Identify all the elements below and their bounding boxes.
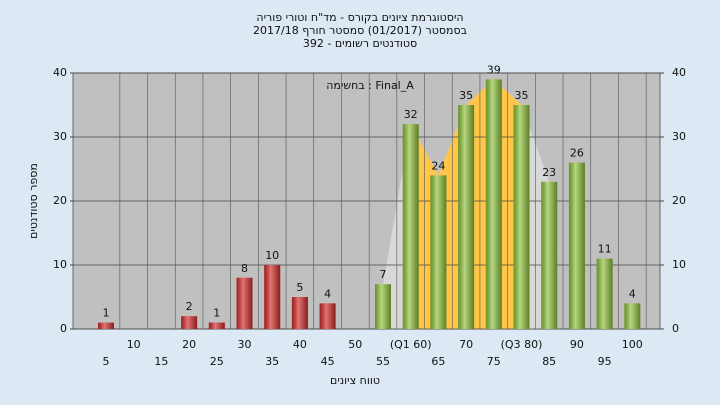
x-axis-label: טווח ציונים: [330, 374, 380, 387]
data-label: 24: [431, 159, 445, 172]
x-tick-label: 5: [103, 355, 110, 368]
data-label: 39: [487, 63, 501, 76]
bar-shade: [375, 284, 391, 329]
bar-shade: [291, 297, 308, 329]
chart-subtitle: בסמסטר (01/2017) סמסטר חורף 2017/18: [253, 24, 467, 37]
y2-tick-label: 20: [672, 194, 686, 207]
x-tick-label: 65: [431, 355, 445, 368]
bar-shade: [402, 124, 419, 329]
y-tick-label: 40: [53, 66, 67, 79]
bar-shade: [568, 162, 585, 329]
bar-shade: [181, 316, 198, 329]
y2-tick-label: 0: [672, 322, 679, 335]
bar-shade: [208, 322, 225, 329]
x-tick-label: 55: [376, 355, 390, 368]
x-tick-label: 95: [598, 355, 612, 368]
data-label: 35: [515, 89, 529, 102]
bar-shade: [98, 322, 114, 329]
data-label: 23: [542, 166, 556, 179]
y-tick-label: 30: [53, 130, 67, 143]
y2-tick-label: 30: [672, 130, 686, 143]
data-label: 26: [570, 147, 584, 160]
data-label: 4: [324, 287, 331, 300]
bar-shade: [596, 258, 613, 329]
y2-tick-label: 40: [672, 66, 686, 79]
data-label: 35: [459, 89, 473, 102]
data-label: 32: [404, 108, 418, 121]
data-label: 1: [103, 307, 110, 320]
bar-shade: [458, 105, 475, 329]
x-tick-label: (Q3 80): [501, 338, 543, 351]
bar-shade: [513, 105, 530, 329]
y-tick-label: 0: [60, 322, 67, 335]
data-label: 2: [186, 300, 193, 313]
bar-shade: [541, 181, 558, 329]
bar-shade: [624, 303, 641, 329]
x-tick-label: 35: [265, 355, 279, 368]
bar-shade: [236, 277, 253, 329]
x-tick-label: 85: [542, 355, 556, 368]
x-tick-label: 75: [487, 355, 501, 368]
data-label: 11: [598, 243, 612, 256]
data-label: 5: [296, 281, 303, 294]
x-tick-label: 50: [348, 338, 362, 351]
bar-shade: [264, 265, 281, 329]
x-tick-label: 40: [293, 338, 307, 351]
y2-tick-label: 10: [672, 258, 686, 271]
x-tick-label: 10: [127, 338, 141, 351]
y-axis-label: מספר סטודנטים: [27, 163, 40, 239]
chart-subtitle: סטודנטים רשומים - 392: [303, 37, 417, 50]
data-label: 8: [241, 262, 248, 275]
data-label: 10: [265, 249, 279, 262]
x-tick-label: 30: [238, 338, 252, 351]
bar-shade: [319, 303, 336, 329]
x-tick-label: 90: [570, 338, 584, 351]
chart-title: היסטוגרמת ציונים בקורס - מד"ח וטורי פורי…: [256, 11, 463, 24]
data-label: 4: [629, 287, 636, 300]
x-tick-label: 70: [459, 338, 473, 351]
x-tick-label: 45: [321, 355, 335, 368]
data-label: 1: [213, 307, 220, 320]
y-tick-label: 10: [53, 258, 67, 271]
x-tick-label: 15: [154, 355, 168, 368]
x-tick-label: (Q1 60): [390, 338, 432, 351]
x-tick-label: 100: [622, 338, 643, 351]
annotation: בחשימה : Final_A: [326, 79, 414, 92]
data-label: 7: [380, 268, 387, 281]
x-tick-label: 25: [210, 355, 224, 368]
x-tick-label: 20: [182, 338, 196, 351]
y-tick-label: 20: [53, 194, 67, 207]
bar-shade: [430, 175, 447, 329]
bar-shade: [485, 79, 502, 330]
